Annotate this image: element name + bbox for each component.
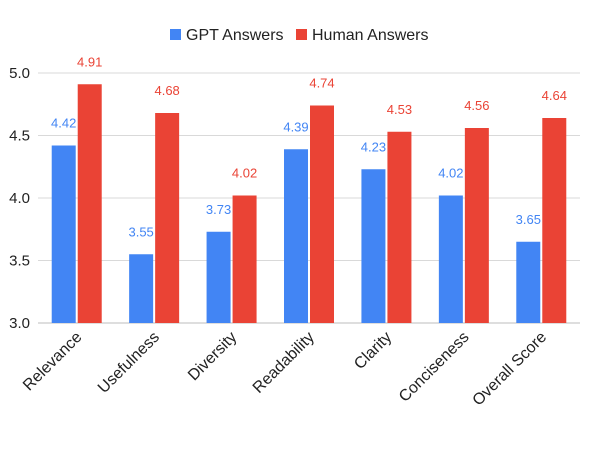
bar-gpt (516, 241, 541, 323)
data-labels: 4.42 4.91 3.55 4.68 3.73 4.02 4.39 4.74 4.23 4.53… (51, 54, 567, 239)
bars (51, 84, 567, 323)
bar-human (232, 195, 257, 323)
y-tick-label: 3.5 (9, 253, 30, 270)
legend-label-gpt: GPT Answers (186, 27, 284, 44)
legend-swatch-human (296, 29, 307, 40)
bar-gpt (438, 195, 463, 323)
data-label-gpt: 3.55 (128, 224, 153, 239)
data-label-human: 4.91 (77, 54, 102, 69)
y-tick-label: 5.0 (9, 65, 30, 82)
data-label-human: 4.68 (154, 83, 179, 98)
data-label-gpt: 4.23 (361, 139, 386, 154)
bar-human (387, 131, 412, 323)
bar-gpt (206, 231, 231, 323)
data-label-gpt: 4.39 (283, 119, 308, 134)
bar-human (464, 128, 489, 323)
data-label-gpt: 4.02 (438, 166, 463, 181)
legend-label-human: Human Answers (312, 27, 429, 44)
x-tick-label: Usefulness (95, 329, 163, 397)
x-axis-ticks: Relevance Usefulness Diversity Readability C… (20, 329, 550, 410)
legend: GPT Answers Human Answers (170, 27, 429, 44)
y-tick-label: 3.0 (9, 315, 30, 332)
x-tick-label: Conciseness (396, 329, 473, 406)
data-label-gpt: 3.73 (206, 202, 231, 217)
x-tick-label: Clarity (351, 329, 395, 373)
data-label-human: 4.02 (232, 166, 257, 181)
data-label-human: 4.74 (309, 76, 334, 91)
y-axis-ticks: 3.0 3.5 4.0 4.5 5.0 (9, 65, 30, 332)
data-label-human: 4.64 (542, 88, 567, 103)
y-tick-label: 4.0 (9, 190, 30, 207)
y-tick-label: 4.5 (9, 128, 30, 145)
bar-human (542, 118, 567, 323)
bar-gpt (361, 169, 386, 323)
data-label-human: 4.53 (387, 102, 412, 117)
bar-human (155, 113, 180, 323)
data-label-gpt: 3.65 (516, 212, 541, 227)
bar-human (77, 84, 102, 323)
bar-gpt (129, 254, 154, 323)
x-tick-label: Overall Score (470, 329, 551, 410)
bar-gpt (284, 149, 308, 323)
data-label-gpt: 4.42 (51, 116, 76, 131)
x-tick-label: Readability (250, 329, 318, 397)
x-tick-label: Relevance (20, 329, 86, 395)
grid-layer (38, 72, 580, 324)
bar-human (310, 105, 334, 323)
x-tick-label: Diversity (185, 329, 240, 384)
bar-gpt (51, 145, 76, 323)
legend-swatch-gpt (170, 29, 181, 40)
data-label-human: 4.56 (464, 98, 489, 113)
